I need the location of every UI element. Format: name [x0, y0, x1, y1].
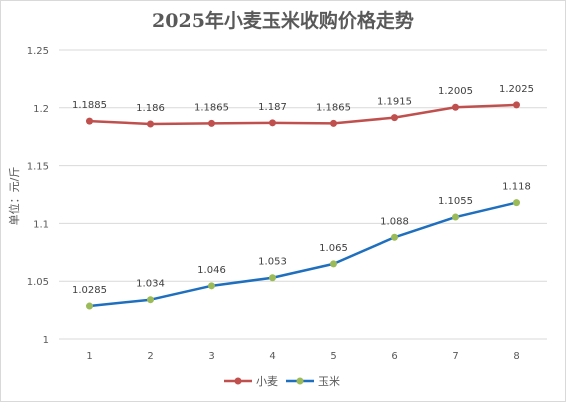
- data-label: 1.0285: [72, 285, 107, 296]
- data-point: [330, 119, 337, 127]
- series-1: 1.1885 1.186 1.1865 1.187 1.1865 1.1915 1.2005…: [72, 84, 534, 128]
- x-tick-label: 5: [330, 351, 336, 362]
- data-label: 1.088: [380, 216, 409, 227]
- x-tick-label: 7: [452, 351, 458, 362]
- data-point: [208, 282, 215, 290]
- x-tick-label: 1: [86, 351, 92, 362]
- series-line: [89, 103, 517, 126]
- x-tick-label: 8: [513, 351, 519, 362]
- data-label: 1.187: [258, 102, 287, 113]
- y-tick-label: 1.05: [27, 277, 49, 288]
- data-point: [147, 296, 154, 304]
- data-point: [330, 260, 337, 268]
- series-line: [89, 201, 517, 308]
- data-point: [452, 103, 459, 111]
- legend-label: 小麦: [256, 375, 278, 388]
- data-point: [269, 274, 276, 282]
- data-point: [208, 119, 215, 127]
- x-tick-label: 2: [147, 351, 153, 362]
- data-label: 1.2025: [499, 84, 534, 95]
- x-tick-label: 3: [208, 351, 214, 362]
- data-label: 1.046: [197, 265, 226, 276]
- y-tick-label: 1.25: [27, 46, 49, 57]
- data-point: [86, 117, 93, 125]
- legend: 小麦 玉米: [224, 375, 340, 388]
- data-label: 1.1885: [72, 100, 107, 111]
- y-axis-label: 单位：元/斤: [7, 167, 21, 226]
- data-label: 1.1915: [377, 97, 412, 108]
- data-point: [391, 114, 398, 122]
- legend-marker: [234, 377, 242, 385]
- y-tick-label: 1.15: [27, 162, 49, 173]
- data-label: 1.034: [136, 279, 165, 290]
- data-label: 1.1055: [438, 196, 473, 207]
- data-point: [391, 233, 398, 241]
- data-point: [269, 119, 276, 127]
- chart-title: 2025年小麦玉米收购价格走势: [152, 10, 414, 32]
- y-tick-labels: 1 1.05 1.1 1.15 1.2 1.25: [27, 46, 49, 346]
- x-tick-labels: 1 2 3 4 5 6 7 8: [86, 351, 519, 362]
- data-label: 1.065: [319, 243, 348, 254]
- data-point: [86, 302, 93, 310]
- legend-label: 玉米: [318, 375, 340, 388]
- data-point: [513, 101, 520, 109]
- legend-marker: [296, 377, 304, 385]
- data-point: [147, 120, 154, 128]
- grid-lines: [59, 49, 547, 340]
- y-tick-label: 1.2: [33, 104, 49, 115]
- x-tick-label: 6: [391, 351, 397, 362]
- data-point: [452, 213, 459, 221]
- x-tick-label: 4: [269, 351, 275, 362]
- y-tick-label: 1.1: [33, 219, 49, 230]
- data-label: 1.118: [502, 182, 531, 193]
- y-tick-label: 1: [43, 335, 49, 346]
- data-label: 1.1865: [194, 102, 229, 113]
- series-2: 1.0285 1.034 1.046 1.053 1.065 1.088 1.1055 1.1…: [72, 182, 531, 310]
- data-label: 1.186: [136, 103, 165, 114]
- data-label: 1.1865: [316, 102, 351, 113]
- data-point: [513, 199, 520, 207]
- data-label: 1.2005: [438, 86, 473, 97]
- data-label: 1.053: [258, 257, 287, 268]
- series-group: 1.1885 1.186 1.1865 1.187 1.1865 1.1915 1.2005…: [72, 84, 534, 310]
